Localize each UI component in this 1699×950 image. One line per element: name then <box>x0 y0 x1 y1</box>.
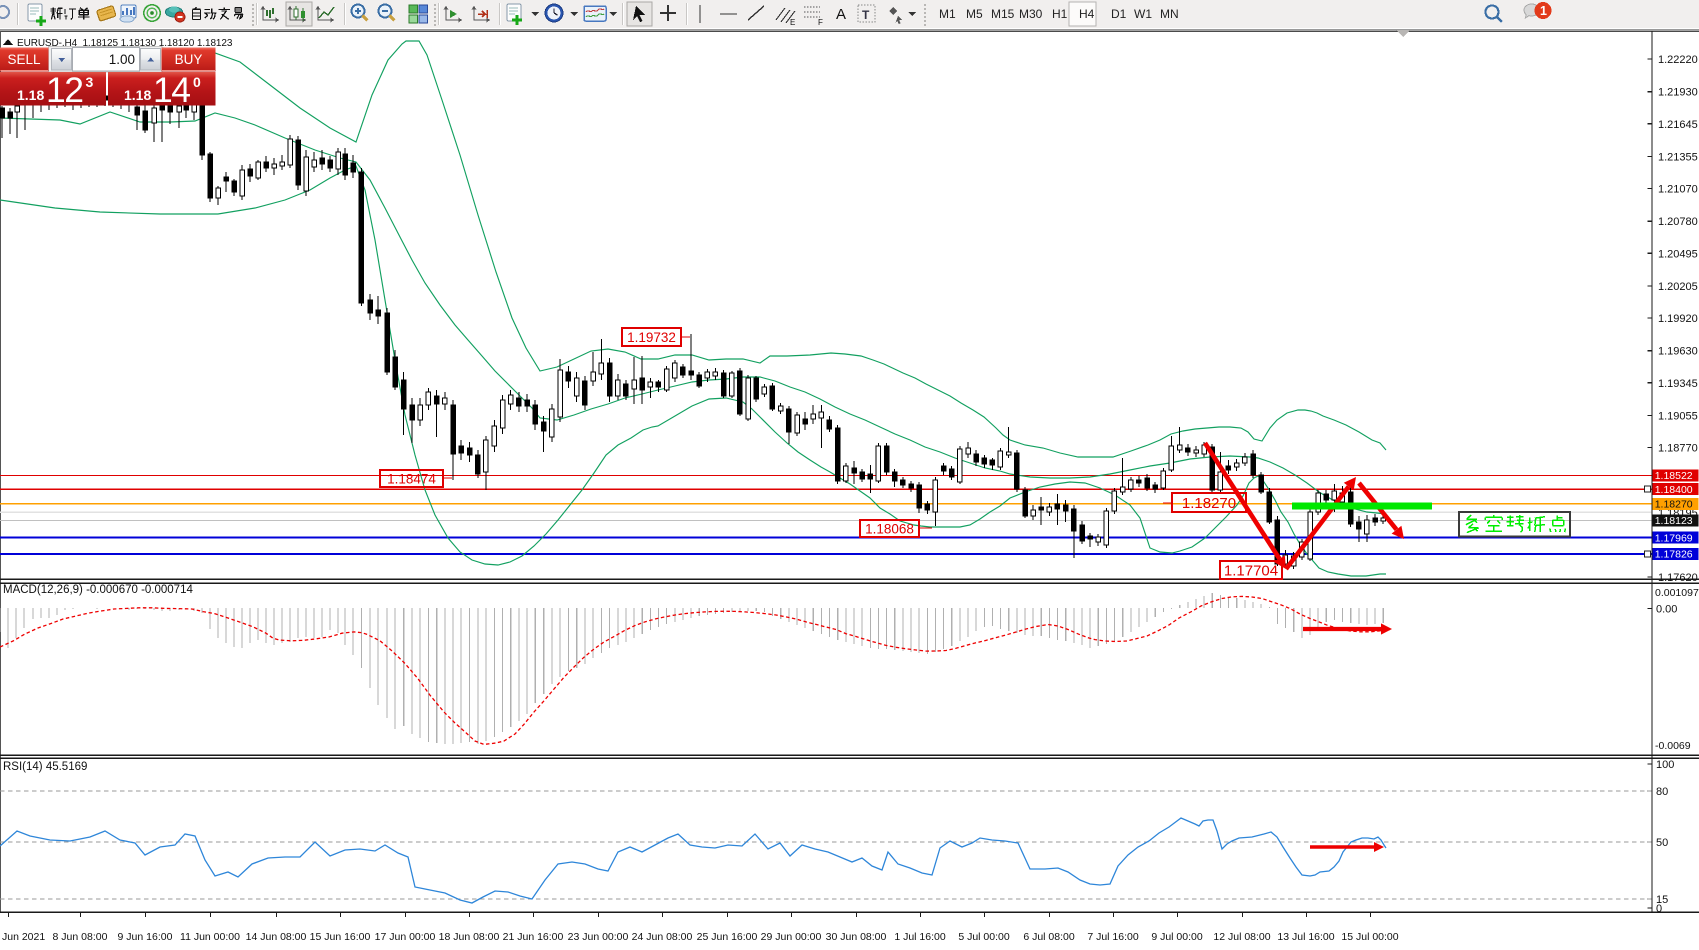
svg-text:15: 15 <box>1656 894 1668 906</box>
svg-text:1.18123: 1.18123 <box>1655 515 1693 527</box>
svg-text:12 Jul 08:00: 12 Jul 08:00 <box>1213 931 1270 943</box>
svg-text:0: 0 <box>1656 903 1662 915</box>
svg-text:1.19055: 1.19055 <box>1658 410 1698 422</box>
svg-text:7 Jul 16:00: 7 Jul 16:00 <box>1087 931 1139 943</box>
svg-text:30 Jun 08:00: 30 Jun 08:00 <box>826 931 887 943</box>
svg-text:25 Jun 16:00: 25 Jun 16:00 <box>697 931 758 943</box>
svg-text:1.18270: 1.18270 <box>1655 499 1693 511</box>
svg-text:3: 3 <box>86 74 94 90</box>
svg-text:1.20205: 1.20205 <box>1658 281 1698 293</box>
svg-text:-0.0069: -0.0069 <box>1655 740 1691 752</box>
svg-text:1.20780: 1.20780 <box>1658 216 1698 228</box>
svg-text:MN: MN <box>1160 7 1179 21</box>
svg-text:1.18: 1.18 <box>17 87 44 103</box>
svg-text:1.18522: 1.18522 <box>1655 470 1693 482</box>
svg-text:14 Jun 08:00: 14 Jun 08:00 <box>246 931 307 943</box>
svg-text:17 Jun 00:00: 17 Jun 00:00 <box>375 931 436 943</box>
svg-text:5 Jul 00:00: 5 Jul 00:00 <box>958 931 1010 943</box>
svg-text:SELL: SELL <box>7 52 41 67</box>
svg-text:80: 80 <box>1656 786 1668 798</box>
svg-text:M1: M1 <box>939 7 956 21</box>
svg-text:0.00: 0.00 <box>1656 604 1677 616</box>
svg-text:1.21070: 1.21070 <box>1658 184 1698 196</box>
svg-text:M30: M30 <box>1019 7 1043 21</box>
svg-text:6 Jul 08:00: 6 Jul 08:00 <box>1023 931 1075 943</box>
svg-text:50: 50 <box>1656 837 1668 849</box>
svg-text:EURUSD-,H4 1.18125 1.18130 1.: EURUSD-,H4 1.18125 1.18130 1.18120 1.181… <box>17 38 233 49</box>
svg-text:1.18400: 1.18400 <box>1655 484 1693 496</box>
svg-text:1.18270: 1.18270 <box>1182 495 1236 512</box>
svg-text:1.19920: 1.19920 <box>1658 313 1698 325</box>
svg-text:12: 12 <box>46 70 83 110</box>
svg-text:1.21930: 1.21930 <box>1658 87 1698 99</box>
svg-text:1.18068: 1.18068 <box>865 521 914 536</box>
svg-text:24 Jun 08:00: 24 Jun 08:00 <box>632 931 693 943</box>
svg-text:1.17704: 1.17704 <box>1224 562 1278 579</box>
svg-text:W1: W1 <box>1134 7 1152 21</box>
svg-text:F: F <box>818 18 823 27</box>
svg-text:E: E <box>790 18 795 27</box>
svg-text:9 Jun 16:00: 9 Jun 16:00 <box>118 931 173 943</box>
svg-text:1.18474: 1.18474 <box>387 471 436 486</box>
svg-text:M15: M15 <box>991 7 1015 21</box>
svg-text:1.19345: 1.19345 <box>1658 378 1698 390</box>
svg-text:8 Jun 08:00: 8 Jun 08:00 <box>53 931 108 943</box>
svg-text:1.21355: 1.21355 <box>1658 151 1698 163</box>
svg-text:1.17620: 1.17620 <box>1658 572 1698 584</box>
svg-text:1.18: 1.18 <box>124 87 151 103</box>
svg-text:MACD(12,26,9) -0.000670 -0.000: MACD(12,26,9) -0.000670 -0.000714 <box>3 584 193 596</box>
svg-text:13 Jul 16:00: 13 Jul 16:00 <box>1277 931 1334 943</box>
svg-text:9 Jul 00:00: 9 Jul 00:00 <box>1151 931 1203 943</box>
svg-text:Jun 2021: Jun 2021 <box>2 931 45 943</box>
svg-text:1.17826: 1.17826 <box>1655 549 1693 561</box>
svg-text:1.22220: 1.22220 <box>1658 54 1698 66</box>
svg-text:T: T <box>862 8 870 22</box>
svg-text:D1: D1 <box>1111 7 1127 21</box>
svg-text:1.19630: 1.19630 <box>1658 346 1698 358</box>
svg-text:H4: H4 <box>1079 7 1095 21</box>
svg-text:1.21645: 1.21645 <box>1658 119 1698 131</box>
svg-text:15 Jun 16:00: 15 Jun 16:00 <box>310 931 371 943</box>
svg-text:1.20495: 1.20495 <box>1658 248 1698 260</box>
svg-text:1: 1 <box>1540 4 1547 18</box>
svg-text:18 Jun 08:00: 18 Jun 08:00 <box>439 931 500 943</box>
svg-text:11 Jun 00:00: 11 Jun 00:00 <box>180 931 240 943</box>
svg-text:A: A <box>836 6 846 23</box>
svg-text:0: 0 <box>193 74 201 90</box>
svg-text:H1: H1 <box>1052 7 1068 21</box>
svg-text:M5: M5 <box>966 7 983 21</box>
svg-text:BUY: BUY <box>175 52 203 67</box>
svg-text:21 Jun 16:00: 21 Jun 16:00 <box>503 931 564 943</box>
svg-text:14: 14 <box>153 70 190 110</box>
svg-text:15 Jul 00:00: 15 Jul 00:00 <box>1341 931 1398 943</box>
svg-text:0.001097: 0.001097 <box>1655 587 1699 599</box>
svg-text:100: 100 <box>1656 759 1674 771</box>
svg-text:RSI(14) 45.5169: RSI(14) 45.5169 <box>3 761 87 773</box>
svg-text:23 Jun 00:00: 23 Jun 00:00 <box>568 931 629 943</box>
svg-text:1.18770: 1.18770 <box>1658 443 1698 455</box>
svg-text:1.19732: 1.19732 <box>627 330 676 345</box>
svg-text:1.17969: 1.17969 <box>1655 533 1693 545</box>
svg-text:1 Jul 16:00: 1 Jul 16:00 <box>894 931 946 943</box>
svg-text:29 Jun 00:00: 29 Jun 00:00 <box>761 931 822 943</box>
svg-text:1.00: 1.00 <box>109 52 135 67</box>
